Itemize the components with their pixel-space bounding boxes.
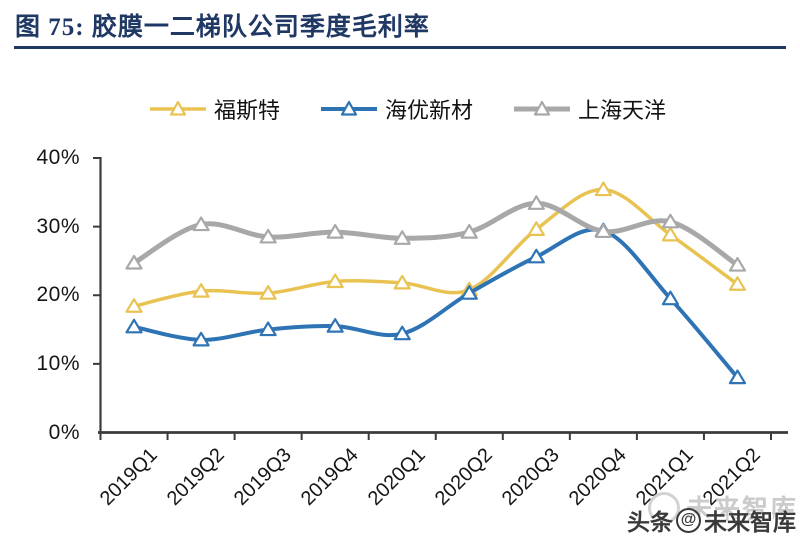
series-line-1 (132, 227, 740, 380)
series-marker-0 (326, 273, 344, 289)
series-marker-2 (460, 224, 478, 239)
series-marker-0 (728, 276, 747, 291)
series-marker-2 (259, 228, 277, 244)
series-marker-1 (125, 318, 143, 334)
series-marker-0 (259, 285, 277, 300)
y-tick-label: 40% (36, 146, 80, 169)
legend-item-1: 海优新材 (321, 93, 473, 125)
series-marker-0 (527, 221, 545, 236)
legend-marker-icon (150, 100, 206, 116)
legend-marker-icon (514, 100, 571, 116)
page-title: 图 75: 胶膜一二梯队公司季度毛利率 (15, 14, 430, 41)
y-tick-label: 20% (36, 283, 80, 307)
series-marker-0 (125, 298, 143, 313)
series-line-0 (132, 187, 740, 308)
series-marker-1 (527, 248, 545, 264)
series-marker-0 (192, 283, 210, 298)
legend-label: 上海天洋 (578, 98, 667, 123)
series-marker-1 (728, 369, 747, 385)
legend-marker-icon (321, 100, 378, 116)
y-tick-label: 30% (36, 214, 80, 238)
series-marker-2 (192, 216, 210, 232)
series-marker-1 (393, 325, 411, 341)
series-marker-2 (527, 195, 545, 210)
series-marker-2 (393, 230, 411, 245)
series-marker-2 (326, 224, 344, 239)
legend-label: 海优新材 (385, 98, 474, 123)
series-marker-1 (460, 285, 478, 300)
series-marker-2 (594, 223, 612, 239)
series-marker-1 (326, 318, 344, 333)
series-marker-0 (661, 226, 680, 242)
legend-item-0: 福斯特 (150, 93, 280, 125)
series-marker-1 (661, 290, 680, 306)
chart-legend: 福斯特 海优新材 上海天洋 (150, 93, 666, 125)
y-tick-label: 10% (36, 351, 80, 375)
series-marker-1 (192, 331, 210, 347)
y-tick-label: 0% (48, 420, 80, 444)
legend-item-2: 上海天洋 (514, 93, 666, 125)
series-marker-1 (259, 321, 277, 337)
legend-label: 福斯特 (214, 98, 281, 123)
series-line-2 (131, 200, 740, 268)
series-marker-0 (594, 181, 612, 197)
series-marker-0 (393, 274, 411, 290)
title-divider (14, 46, 786, 49)
series-marker-2 (728, 256, 747, 272)
series-marker-2 (661, 213, 680, 229)
series-marker-2 (125, 254, 143, 270)
